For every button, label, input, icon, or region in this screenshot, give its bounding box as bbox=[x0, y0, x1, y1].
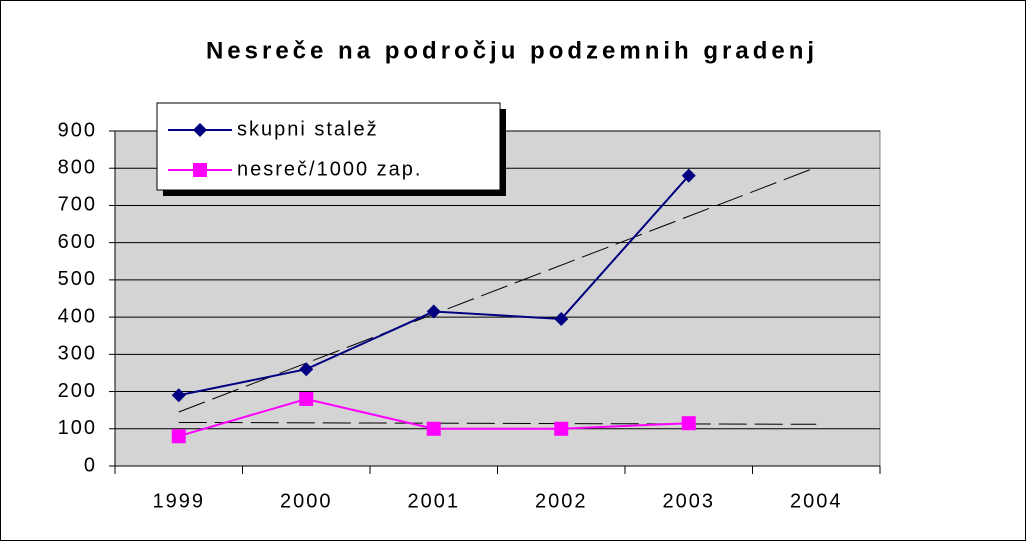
marker bbox=[299, 362, 314, 377]
y-tick-label: 900 bbox=[58, 119, 97, 141]
y-tick-label: 400 bbox=[58, 305, 97, 327]
x-tick-label: 2002 bbox=[535, 490, 588, 512]
y-tick-label: 500 bbox=[58, 268, 97, 290]
legend-label: nesreč/1000 zap. bbox=[237, 158, 422, 180]
y-tick-label: 300 bbox=[58, 343, 97, 365]
trend-line bbox=[178, 421, 817, 425]
marker bbox=[426, 304, 441, 319]
x-tick-label: 1999 bbox=[153, 490, 206, 512]
marker bbox=[171, 388, 186, 403]
y-tick-label: 700 bbox=[58, 194, 97, 216]
x-tick-label: 2003 bbox=[663, 490, 716, 512]
y-tick-label: 200 bbox=[58, 380, 97, 402]
marker bbox=[193, 163, 207, 177]
marker bbox=[681, 416, 696, 431]
marker bbox=[554, 311, 569, 326]
y-tick-label: 800 bbox=[58, 157, 97, 179]
marker bbox=[426, 421, 441, 436]
marker bbox=[681, 168, 696, 183]
legend-label: skupni stalež bbox=[237, 118, 379, 140]
chart-title: Nesreče na področju podzemnih gradenj bbox=[206, 37, 818, 64]
trend-line bbox=[178, 166, 817, 413]
x-tick-label: 2004 bbox=[790, 490, 843, 512]
x-tick-label: 2000 bbox=[280, 490, 333, 512]
legend bbox=[156, 102, 501, 191]
marker bbox=[554, 421, 569, 436]
marker bbox=[171, 429, 186, 444]
x-tick-label: 2001 bbox=[408, 490, 461, 512]
y-tick-label: 100 bbox=[58, 417, 97, 439]
marker bbox=[299, 392, 314, 406]
marker bbox=[193, 123, 207, 137]
y-tick-label: 600 bbox=[58, 231, 97, 253]
y-tick-label: 0 bbox=[84, 454, 97, 476]
